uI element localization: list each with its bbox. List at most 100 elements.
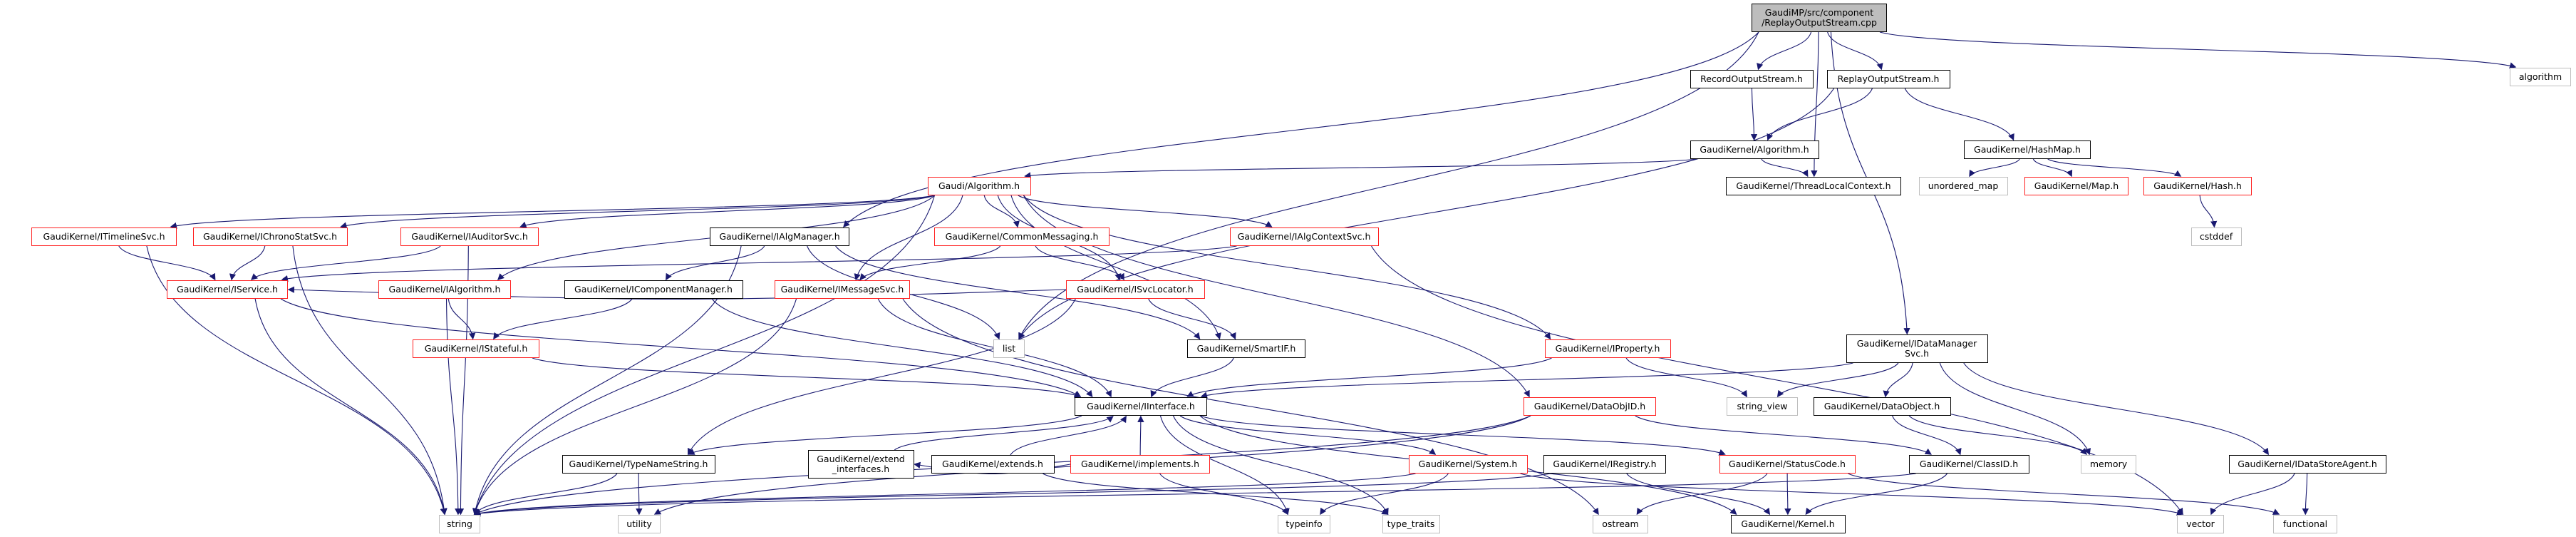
- graph-node-record_h[interactable]: RecordOutputStream.h: [1690, 70, 1814, 88]
- graph-node-replay_h[interactable]: ReplayOutputStream.h: [1826, 70, 1950, 88]
- edge-gk_imessagesvc_h-to-ostream_std: [902, 298, 1599, 516]
- graph-node-gk_typenamestring_h[interactable]: GaudiKernel/TypeNameString.h: [562, 455, 715, 474]
- graph-node-vector_std: vector: [2177, 515, 2224, 533]
- graph-node-gk_threadlocalcontext_h[interactable]: GaudiKernel/ThreadLocalContext.h: [1726, 177, 1901, 195]
- edge-gk_idatamanagersvc_h-to-string_view_std: [1776, 362, 1899, 398]
- edge-gk_system_h-to-typeinfo_std: [1320, 473, 1449, 516]
- graph-node-gk_implements_h[interactable]: GaudiKernel/implements.h: [1070, 455, 1210, 474]
- graph-node-type_traits_std: type_traits: [1382, 515, 1440, 533]
- edge-gk_istateful_h-to-gk_iinterface_h: [532, 357, 1082, 398]
- graph-node-gk_hash_h[interactable]: GaudiKernel/Hash.h: [2143, 177, 2252, 195]
- edge-gk_ialgmanager_h-to-gk_icomponentmanager_h: [665, 245, 765, 281]
- edge-gk_statuscode_h-to-gk_kernel_h: [1784, 473, 1791, 516]
- graph-node-label: GaudiKernel/SmartIF.h: [1196, 343, 1296, 354]
- graph-node-label: string_view: [1737, 401, 1788, 411]
- graph-node-gk_dataobject_h[interactable]: GaudiKernel/DataObject.h: [1813, 397, 1951, 416]
- graph-node-gk_iservice_h[interactable]: GaudiKernel/IService.h: [167, 280, 288, 299]
- graph-node-label: utility: [626, 518, 652, 529]
- graph-node-gk_ialgmanager_h[interactable]: GaudiKernel/IAlgManager.h: [710, 227, 849, 246]
- graph-node-label: GaudiKernel/IStateful.h: [424, 343, 528, 354]
- graph-node-label: GaudiKernel/IProperty.h: [1555, 343, 1660, 354]
- edge-gk_iinterface_h-to-gk_system_h: [1179, 415, 1437, 455]
- graph-node-label: GaudiMP/src/component: [1764, 7, 1874, 18]
- edge-gk_idatamanagersvc_h-to-gk_idatastoreagent_h: [1963, 362, 2269, 456]
- edge-root-to-replay_h: [1827, 31, 1883, 71]
- edge-gaudi_algorithm_h-to-gk_iproperty_h: [1023, 195, 1551, 340]
- graph-node-cstddef_std: cstddef: [2190, 227, 2242, 246]
- graph-node-string_std: string: [439, 515, 480, 533]
- graph-node-gk_ichronostatsvc_h[interactable]: GaudiKernel/IChronoStatSvc.h: [192, 227, 348, 246]
- edge-gk_ichronostatsvc_h-to-gk_iservice_h: [229, 245, 266, 281]
- graph-node-functional_std: functional: [2273, 515, 2337, 533]
- graph-node-gaudi_algorithm_h[interactable]: Gaudi/Algorithm.h: [927, 177, 1031, 195]
- graph-node-label: GaudiKernel/IInterface.h: [1087, 401, 1195, 411]
- graph-node-gk_classid_h[interactable]: GaudiKernel/ClassID.h: [1908, 455, 2029, 474]
- graph-node-gk_map_h[interactable]: GaudiKernel/Map.h: [2024, 177, 2128, 195]
- graph-node-typeinfo_std: typeinfo: [1278, 515, 1330, 533]
- graph-node-unordered_map_std: unordered_map: [1918, 177, 2008, 195]
- edge-replay_h-to-list_std: [1018, 88, 1834, 340]
- graph-node-gk_icomponentmanager_h[interactable]: GaudiKernel/IComponentManager.h: [564, 280, 743, 299]
- graph-node-gk_iproperty_h[interactable]: GaudiKernel/IProperty.h: [1544, 339, 1671, 358]
- graph-node-gk_imessagesvc_h[interactable]: GaudiKernel/IMessageSvc.h: [775, 280, 910, 299]
- graph-node-label: GaudiKernel/IAlgContextSvc.h: [1237, 231, 1371, 242]
- graph-node-gk_ialgorithm_h[interactable]: GaudiKernel/IAlgorithm.h: [378, 280, 511, 299]
- graph-node-label: GaudiKernel/System.h: [1418, 459, 1518, 469]
- graph-node-gk_isvclocator_h[interactable]: GaudiKernel/ISvcLocator.h: [1065, 280, 1205, 299]
- graph-node-label: GaudiKernel/implements.h: [1080, 459, 1199, 469]
- edge-gk_system_h-to-vector_std: [1520, 473, 2184, 516]
- graph-node-gk_iregistry_h[interactable]: GaudiKernel/IRegistry.h: [1543, 455, 1666, 474]
- edge-gk_commonmessaging_h-to-gk_isvclocator_h: [1035, 245, 1124, 281]
- edge-gk_imessagesvc_h-to-string_std: [472, 298, 797, 516]
- edge-gk_classid_h-to-gk_kernel_h: [1805, 473, 1947, 516]
- graph-node-gk_hashmap_h[interactable]: GaudiKernel/HashMap.h: [1964, 140, 2091, 159]
- edge-gk_algorithm_h-to-gk_threadlocalcontext_h: [1761, 158, 1809, 178]
- graph-node-gk_idatamanagersvc_h[interactable]: GaudiKernel/IDataManager Svc.h: [1846, 334, 1988, 363]
- graph-node-gk_idatastoreagent_h[interactable]: GaudiKernel/IDataStoreAgent.h: [2228, 455, 2386, 474]
- graph-node-gk_extend_interfaces_h[interactable]: GaudiKernel/extend _interfaces.h: [807, 450, 914, 479]
- graph-node-utility_std: utility: [618, 515, 661, 533]
- graph-node-algorithm_std: algorithm: [2510, 68, 2571, 86]
- graph-node-gk_smartif_h[interactable]: GaudiKernel/SmartIF.h: [1187, 339, 1305, 358]
- graph-node-gk_commonmessaging_h[interactable]: GaudiKernel/CommonMessaging.h: [934, 227, 1109, 246]
- edge-gk_statuscode_h-to-functional_std: [1848, 473, 2280, 515]
- graph-node-gk_istateful_h[interactable]: GaudiKernel/IStateful.h: [413, 339, 539, 358]
- edge-gk_hashmap_h-to-unordered_map_std: [1969, 158, 2020, 178]
- edge-gk_iservice_h-to-string_std: [254, 298, 448, 516]
- graph-node-gk_iauditorsvc_h[interactable]: GaudiKernel/IAuditorSvc.h: [400, 227, 539, 246]
- graph-node-label: GaudiKernel/Algorithm.h: [1700, 144, 1809, 155]
- graph-node-label: type_traits: [1387, 518, 1435, 529]
- graph-node-root[interactable]: GaudiMP/src/component/ReplayOutputStream…: [1752, 4, 1887, 32]
- graph-node-label: functional: [2282, 518, 2328, 529]
- edge-gk_dataobject_h-to-memory_std: [1908, 415, 2087, 456]
- edge-gk_system_h-to-string_std: [473, 473, 1416, 516]
- graph-node-label: /ReplayOutputStream.cpp: [1762, 17, 1877, 28]
- edge-gk_typenamestring_h-to-string_std: [474, 473, 618, 516]
- graph-node-gk_statuscode_h[interactable]: GaudiKernel/StatusCode.h: [1719, 455, 1856, 474]
- graph-node-list_std: list: [993, 339, 1025, 358]
- graph-node-label: GaudiKernel/Map.h: [2034, 180, 2119, 191]
- edge-gaudi_algorithm_h-to-gk_ichronostatsvc_h: [340, 195, 935, 229]
- edge-gk_ialgmanager_h-to-gk_smartif_h: [835, 245, 1201, 340]
- graph-node-string_view_std: string_view: [1727, 397, 1798, 416]
- edge-gk_typenamestring_h-to-utility_std: [636, 473, 643, 516]
- graph-node-label: GaudiKernel/ITimelineSvc.h: [43, 231, 165, 242]
- edge-root-to-algorithm_std: [1879, 31, 2517, 69]
- graph-node-gk_itimelinesvc_h[interactable]: GaudiKernel/ITimelineSvc.h: [31, 227, 177, 246]
- graph-node-label: GaudiKernel/IRegistry.h: [1553, 459, 1657, 469]
- edge-gk_implements_h-to-typeinfo_std: [1159, 473, 1288, 516]
- graph-node-gk_system_h[interactable]: GaudiKernel/System.h: [1408, 455, 1528, 474]
- graph-node-gk_algorithm_h[interactable]: GaudiKernel/Algorithm.h: [1690, 140, 1819, 159]
- graph-node-label: RecordOutputStream.h: [1700, 73, 1803, 84]
- edge-gk_smartif_h-to-gk_iinterface_h: [1150, 357, 1234, 398]
- graph-node-gk_kernel_h[interactable]: GaudiKernel/Kernel.h: [1730, 515, 1846, 533]
- graph-node-gk_ialgcontextsvc_h[interactable]: GaudiKernel/IAlgContextSvc.h: [1229, 227, 1379, 246]
- graph-node-gk_extends_h[interactable]: GaudiKernel/extends.h: [931, 455, 1055, 474]
- edge-gk_dataobject_h-to-gk_classid_h: [1892, 415, 1962, 456]
- edge-gk_iregistry_h-to-string_std: [473, 473, 1551, 517]
- graph-node-gk_iinterface_h[interactable]: GaudiKernel/IInterface.h: [1075, 397, 1207, 416]
- graph-node-gk_dataobjid_h[interactable]: GaudiKernel/DataObjID.h: [1524, 397, 1656, 416]
- graph-node-label: GaudiKernel/IChronoStatSvc.h: [202, 231, 338, 242]
- edge-gk_implements_h-to-gk_iinterface_h: [1137, 415, 1144, 456]
- edge-gaudi_algorithm_h-to-gk_commonmessaging_h: [983, 195, 1020, 228]
